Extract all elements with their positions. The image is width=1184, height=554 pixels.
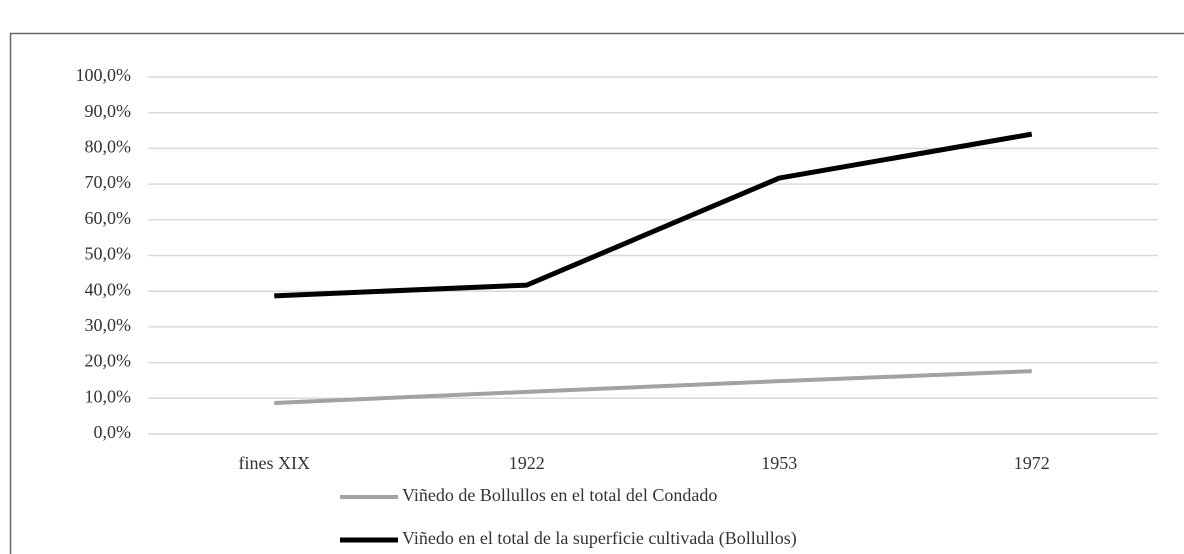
chart-frame [9,32,1184,554]
y-tick-label: 80,0% [85,137,132,157]
y-tick-label: 60,0% [85,208,132,228]
series-line [274,131,1033,299]
legend-label: Viñedo en el total de la superficie cult… [402,528,797,549]
y-tick-label: 20,0% [85,351,132,371]
x-tick-label: fines XIX [239,453,310,473]
y-tick-label: 100,0% [76,65,132,85]
legend-label: Viñedo de Bollullos en el total del Cond… [402,485,717,505]
y-tick-label: 30,0% [85,315,132,335]
x-tick-label: 1922 [509,453,545,473]
y-tick-label: 90,0% [85,101,132,121]
x-tick-label: 1972 [1014,453,1050,473]
y-tick-label: 40,0% [85,279,132,299]
y-tick-label: 0,0% [94,422,132,442]
x-tick-label: 1953 [761,453,797,473]
series-line [274,369,1032,405]
y-tick-label: 50,0% [85,244,132,264]
y-tick-label: 10,0% [85,386,132,406]
y-tick-label: 70,0% [85,172,132,192]
